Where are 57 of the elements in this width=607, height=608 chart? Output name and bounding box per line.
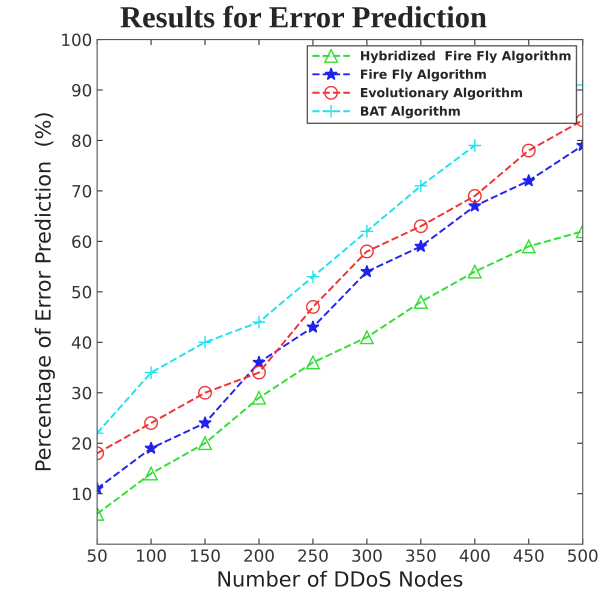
point	[414, 178, 428, 193]
point	[522, 174, 536, 187]
x-tick-label: 500	[568, 549, 598, 562]
point	[306, 270, 320, 284]
point	[144, 466, 158, 480]
x-tick-label: 450	[514, 549, 544, 562]
y-tick-label: 100	[62, 33, 92, 46]
point	[144, 366, 158, 380]
y-axis-title: Percentage of Error Prediction (%)	[34, 113, 55, 470]
x-tick-label: 50	[88, 549, 107, 562]
y-tick-label: 50	[72, 286, 92, 298]
legend-label: Hybridized Fire Fly Algorithm	[360, 50, 570, 63]
x-tick-label: 350	[406, 549, 436, 562]
point	[414, 239, 428, 252]
y-tick-label: 30	[72, 386, 92, 400]
point	[468, 264, 482, 279]
point	[360, 264, 374, 278]
point	[468, 199, 482, 212]
x-tick-label: 250	[298, 549, 328, 562]
y-tick-label: 40	[72, 336, 92, 349]
point	[360, 224, 374, 238]
point	[144, 416, 158, 430]
x-tick-label: 100	[137, 549, 166, 562]
x-axis-title: Number of DDoS Nodes	[218, 570, 462, 587]
point	[414, 219, 428, 234]
y-tick-label: 80	[72, 134, 92, 148]
point	[252, 315, 266, 330]
legend-label: Evolutionary Algorithm	[360, 88, 522, 100]
point	[522, 239, 536, 254]
x-tick-label: 300	[352, 549, 382, 562]
y-tick-label: 70	[72, 184, 92, 198]
x-tick-label: 200	[244, 549, 274, 562]
point	[252, 366, 266, 380]
y-tick-label: 20	[72, 437, 92, 450]
point	[306, 300, 320, 314]
point	[468, 189, 482, 203]
point	[198, 436, 212, 450]
point	[198, 386, 212, 400]
point	[306, 320, 320, 333]
point	[414, 294, 428, 309]
point	[360, 330, 374, 344]
x-tick-label: 400	[460, 549, 490, 562]
x-tick-label: 150	[190, 549, 220, 562]
point	[144, 441, 158, 454]
chart-title: Results for Error Prediction	[120, 6, 487, 28]
point	[360, 244, 374, 258]
point	[522, 144, 536, 158]
y-tick-label: 60	[72, 235, 92, 248]
point	[198, 335, 212, 350]
point	[306, 356, 320, 370]
legend-label: Fire Fly Algorithm	[360, 69, 486, 82]
y-tick-label: 90	[72, 84, 92, 97]
point	[468, 138, 482, 152]
y-tick-label: 10	[72, 488, 92, 500]
legend-label: BAT Algorithm	[360, 106, 460, 118]
point	[198, 416, 212, 429]
point	[252, 390, 266, 405]
